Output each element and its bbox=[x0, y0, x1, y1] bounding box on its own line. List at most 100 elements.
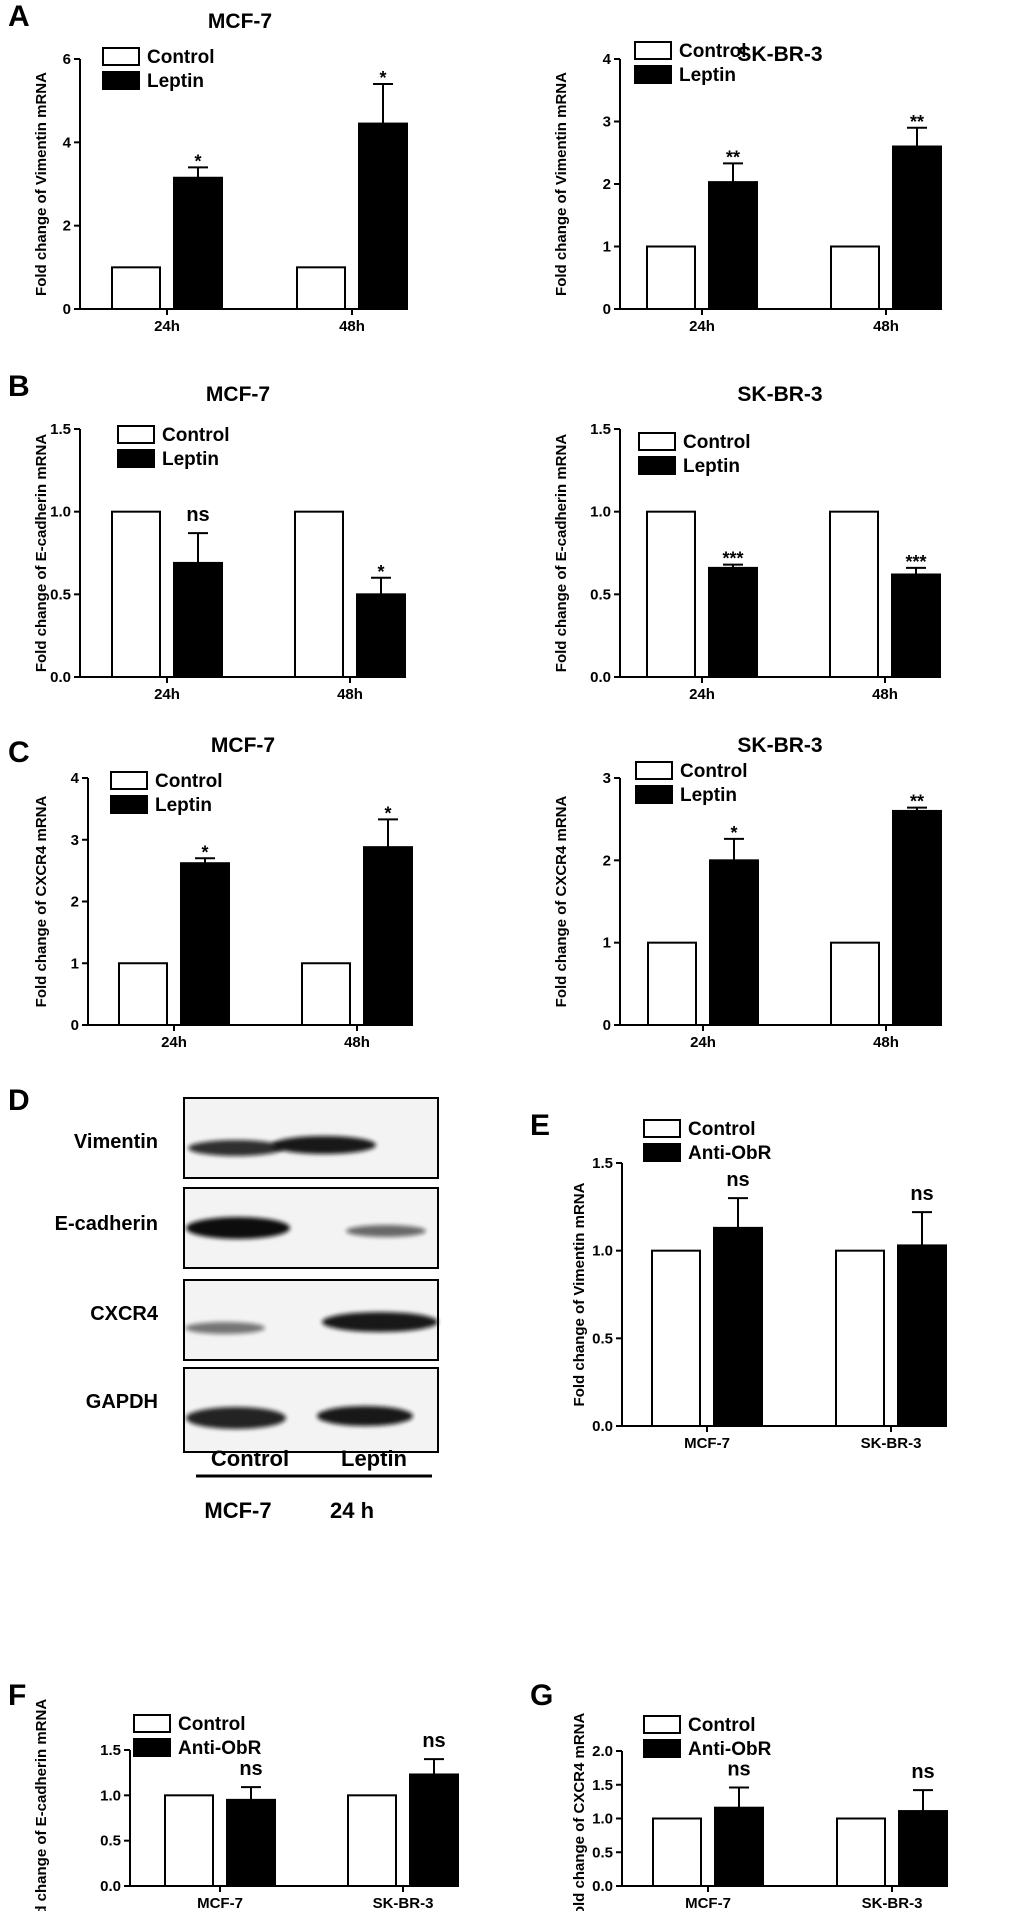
significance-label: * bbox=[377, 562, 384, 582]
y-tick-label: 2 bbox=[63, 218, 71, 235]
y-tick-label: 3 bbox=[71, 832, 79, 849]
x-tick-label: 48h bbox=[873, 1034, 899, 1051]
y-tick-label: 2.0 bbox=[592, 1743, 613, 1760]
chart-title: MCF-7 bbox=[211, 734, 275, 757]
y-tick-label: 4 bbox=[603, 51, 612, 68]
chart-title: SK-BR-3 bbox=[737, 734, 822, 757]
blot-band bbox=[188, 1140, 284, 1156]
significance-label: * bbox=[379, 68, 386, 88]
bar-leptin bbox=[173, 176, 223, 310]
significance-label: ** bbox=[910, 112, 924, 132]
blot-row-gapdh: GAPDH bbox=[86, 1367, 439, 1453]
significance-label: * bbox=[384, 803, 391, 823]
legend-label: Leptin bbox=[147, 71, 204, 92]
legend-label: Control bbox=[680, 761, 748, 782]
x-tick-label: 24h bbox=[161, 1034, 187, 1051]
bar-control bbox=[835, 1249, 885, 1427]
legend-swatch bbox=[634, 41, 672, 60]
significance-label: ns bbox=[239, 1758, 262, 1780]
y-tick-label: 0 bbox=[603, 301, 611, 318]
chart-e: 0.0 0.5 1.0 1.5 MCF-7 SK-BR-3 Fold change of V… bbox=[571, 1119, 947, 1452]
bar-anti-obr bbox=[898, 1810, 948, 1887]
bar-anti-obr bbox=[897, 1244, 947, 1427]
legend: Control Leptin bbox=[638, 432, 751, 477]
legend-swatch bbox=[133, 1738, 171, 1757]
blot-row-cxcr4: CXCR4 bbox=[90, 1279, 439, 1361]
bar-control bbox=[164, 1794, 214, 1888]
blot-time: 24 h bbox=[330, 1498, 374, 1523]
panel-letter-b: B bbox=[8, 370, 30, 403]
bar-leptin bbox=[709, 859, 759, 1026]
y-axis-label: Fold change of Vimentin mRNA bbox=[571, 1182, 588, 1406]
bar-control bbox=[651, 1249, 701, 1427]
significance-label: ** bbox=[726, 147, 740, 167]
bar-leptin bbox=[891, 573, 941, 679]
y-tick-label: 1.5 bbox=[592, 1155, 613, 1172]
blot-row-label: CXCR4 bbox=[90, 1303, 159, 1325]
legend-label: Anti-ObR bbox=[688, 1739, 772, 1760]
y-tick-label: 0.0 bbox=[592, 1878, 613, 1895]
significance-label: *** bbox=[905, 552, 926, 572]
bar-control bbox=[836, 1817, 886, 1887]
bar-control bbox=[652, 1817, 702, 1887]
legend: Control Leptin bbox=[634, 41, 747, 86]
bar-control bbox=[830, 941, 880, 1027]
x-tick-label: 48h bbox=[344, 1034, 370, 1051]
panel-letter-a: A bbox=[8, 0, 30, 33]
bar-control bbox=[829, 510, 879, 678]
x-tick-label: SK-BR-3 bbox=[861, 1435, 922, 1452]
legend-swatch bbox=[117, 449, 155, 468]
legend-swatch bbox=[643, 1119, 681, 1138]
chart-title: MCF-7 bbox=[206, 383, 270, 406]
legend-label: Control bbox=[178, 1714, 246, 1735]
charts: MCF-7 0 2 4 6 24h 48h Fold change of Vimentin m… bbox=[33, 10, 948, 1911]
x-tick-label: 48h bbox=[873, 318, 899, 335]
panel-letter-e: E bbox=[530, 1109, 550, 1142]
y-tick-label: 2 bbox=[603, 852, 611, 869]
legend-swatch bbox=[635, 761, 673, 780]
y-tick-label: 1.5 bbox=[50, 421, 71, 438]
legend-label: Control bbox=[155, 771, 223, 792]
y-tick-label: 1 bbox=[603, 239, 611, 256]
blot-band bbox=[317, 1406, 413, 1426]
bar-anti-obr bbox=[713, 1226, 763, 1427]
legend: Control Leptin bbox=[635, 761, 748, 806]
bar-control bbox=[294, 510, 344, 678]
legend-label: Control bbox=[679, 41, 747, 62]
legend-label: Anti-ObR bbox=[688, 1143, 772, 1164]
y-axis-label: Fold change of E-cadherin mRNA bbox=[553, 434, 570, 673]
y-tick-label: 1.0 bbox=[100, 1787, 121, 1804]
significance-label: * bbox=[194, 151, 201, 171]
y-axis-label: Fold change of CXCR4 mRNA bbox=[553, 795, 570, 1007]
bar-control bbox=[830, 245, 880, 310]
y-tick-label: 0.0 bbox=[590, 669, 611, 686]
blot-lane-label: Control bbox=[211, 1446, 289, 1471]
x-tick-label: 48h bbox=[337, 686, 363, 703]
y-axis-label: Fold change of CXCR4 mRNA bbox=[33, 795, 50, 1007]
bar-anti-obr bbox=[714, 1806, 764, 1887]
legend-label: Leptin bbox=[679, 65, 736, 86]
legend-label: Anti-ObR bbox=[178, 1738, 262, 1759]
blot-row-label: GAPDH bbox=[86, 1391, 158, 1413]
significance-label: ns bbox=[727, 1758, 750, 1780]
y-tick-label: 0.0 bbox=[100, 1878, 121, 1895]
x-tick-label: MCF-7 bbox=[685, 1895, 731, 1911]
y-tick-label: 0.0 bbox=[50, 669, 71, 686]
bar-leptin bbox=[173, 561, 223, 678]
y-axis-label: Fold change of E-cadherin mRNA bbox=[33, 434, 50, 673]
y-tick-label: 2 bbox=[603, 176, 611, 193]
y-tick-label: 6 bbox=[63, 51, 71, 68]
legend-label: Leptin bbox=[155, 795, 212, 816]
bar-anti-obr bbox=[409, 1773, 459, 1887]
legend-label: Control bbox=[147, 47, 215, 68]
legend-swatch bbox=[133, 1714, 171, 1733]
y-tick-label: 0 bbox=[63, 301, 71, 318]
x-tick-label: SK-BR-3 bbox=[373, 1895, 434, 1911]
legend-label: Control bbox=[688, 1715, 756, 1736]
significance-label: ** bbox=[910, 792, 924, 812]
panel-letter-c: C bbox=[8, 736, 30, 769]
legend-swatch bbox=[643, 1739, 681, 1758]
legend: Control Anti-ObR bbox=[643, 1119, 772, 1164]
legend-swatch bbox=[110, 795, 148, 814]
y-tick-label: 1.5 bbox=[592, 1777, 613, 1794]
